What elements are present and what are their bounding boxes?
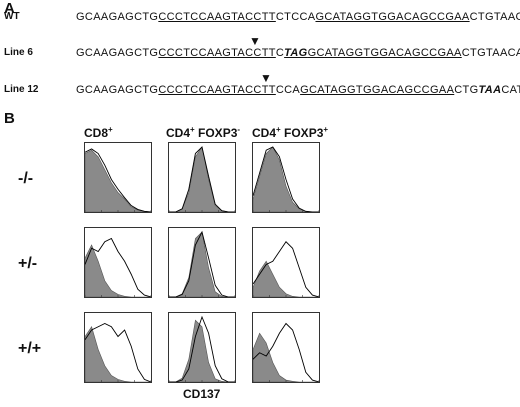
histogram-plot xyxy=(85,322,151,382)
isotype-filled-histogram xyxy=(169,319,235,382)
column-title-sign: + xyxy=(276,125,281,134)
sequence-segment: CCCTCCAAGTACCTT xyxy=(158,11,276,23)
histogram-plot xyxy=(169,315,235,382)
sequence-segment: CTCCA xyxy=(275,11,316,23)
column-title: CD4+ FOXP3- xyxy=(166,125,240,140)
sequence-segment: CTGTAACATC xyxy=(469,11,520,23)
cd137-outline-histogram xyxy=(85,237,151,297)
sequence-segment: GCATAGGTGGACAGCCGAA xyxy=(300,84,455,96)
histogram-panel xyxy=(168,227,236,298)
isotype-filled-histogram xyxy=(85,149,151,212)
sequence-segment: CCCTCCAAGTACCTT xyxy=(158,47,276,59)
histogram-plot xyxy=(253,146,319,212)
cd137-outline-histogram xyxy=(253,241,319,297)
isotype-filled-histogram xyxy=(169,231,235,297)
isotype-filled-histogram xyxy=(169,146,235,212)
column-title-sign: - xyxy=(237,125,241,134)
sequence-segment: CTG xyxy=(454,84,479,96)
sequence-segment: GCAAGAGCTG xyxy=(76,11,159,23)
sequence-segment: GCAAGAGCTG xyxy=(76,47,159,59)
column-title-marker: FOXP3 xyxy=(194,126,238,140)
sequence-segment: TAA xyxy=(478,84,502,96)
histogram-panel xyxy=(252,312,320,383)
isotype-filled-histogram xyxy=(85,326,151,382)
histogram-panel xyxy=(252,227,320,298)
histogram-panel xyxy=(84,312,152,383)
sequence-segment: CCCTCCAAGTACCTT xyxy=(158,84,276,96)
column-title-marker: CD8 xyxy=(84,126,109,140)
sequence-row-label: WT xyxy=(4,11,20,22)
histogram-panel xyxy=(84,142,152,213)
x-axis-title: CD137 xyxy=(183,387,221,401)
column-title: CD8+ xyxy=(84,125,113,140)
isotype-filled-histogram xyxy=(253,332,319,382)
histogram-plot xyxy=(85,148,151,212)
genotype-row-label: -/- xyxy=(18,170,34,187)
panel-a-label: A xyxy=(4,0,15,17)
histogram-panel xyxy=(168,312,236,383)
sequence-segment: GCAAGAGCTG xyxy=(76,84,159,96)
column-title: CD4+ FOXP3+ xyxy=(252,125,328,140)
column-title-marker: CD4 xyxy=(166,126,191,140)
histogram-plot xyxy=(169,230,235,297)
sequence-segment: C xyxy=(275,47,285,59)
cd137-outline-histogram xyxy=(169,146,235,212)
column-title-sign: + xyxy=(190,125,195,134)
sequence-segment: CTGTAACATC xyxy=(461,47,520,59)
sequence-segment: GCATAGGTGGACAGCCGAA xyxy=(315,11,470,23)
isotype-filled-histogram xyxy=(253,260,319,297)
isotype-filled-histogram xyxy=(85,244,151,297)
mutation-arrow-line12: ▼ xyxy=(260,71,272,85)
cd137-outline-histogram xyxy=(85,322,151,382)
histogram-panel xyxy=(168,142,236,213)
isotype-filled-histogram xyxy=(253,146,319,212)
dna-sequence: GCAAGAGCTGCCCTCCAAGTACCTTCTAGGCATAGGTGGA… xyxy=(76,47,520,59)
column-title-sign: + xyxy=(323,125,329,134)
histogram-panel xyxy=(252,142,320,213)
mutation-arrow-line6: ▼ xyxy=(249,34,261,48)
dna-sequence: GCAAGAGCTGCCCTCCAAGTACCTTCTCCAGCATAGGTGG… xyxy=(76,11,520,23)
sequence-segment: GCATAGGTGGACAGCCGAA xyxy=(307,47,462,59)
genotype-row-label: +/- xyxy=(18,255,38,272)
cd137-outline-histogram xyxy=(85,148,151,212)
genotype-row-label: +/+ xyxy=(18,340,42,357)
histogram-plot xyxy=(169,146,235,212)
panel-b-label: B xyxy=(4,110,15,127)
histogram-plot xyxy=(253,322,319,382)
column-title-sign: + xyxy=(108,125,113,134)
sequence-segment: CATC xyxy=(501,84,520,96)
column-title-marker: FOXP3 xyxy=(280,126,324,140)
sequence-row-label: Line 12 xyxy=(4,84,39,95)
cd137-outline-histogram xyxy=(253,322,319,382)
histogram-panel xyxy=(84,227,152,298)
sequence-segment: CCA xyxy=(275,84,301,96)
histogram-plot xyxy=(253,241,319,297)
cd137-outline-histogram xyxy=(169,230,235,297)
cd137-outline-histogram xyxy=(253,146,319,212)
column-title-marker: CD4 xyxy=(252,126,277,140)
cd137-outline-histogram xyxy=(169,315,235,382)
dna-sequence: GCAAGAGCTGCCCTCCAAGTACCTTCCAGCATAGGTGGAC… xyxy=(76,84,520,96)
histogram-plot xyxy=(85,237,151,297)
sequence-row-label: Line 6 xyxy=(4,47,33,58)
sequence-segment: TAG xyxy=(284,47,308,59)
